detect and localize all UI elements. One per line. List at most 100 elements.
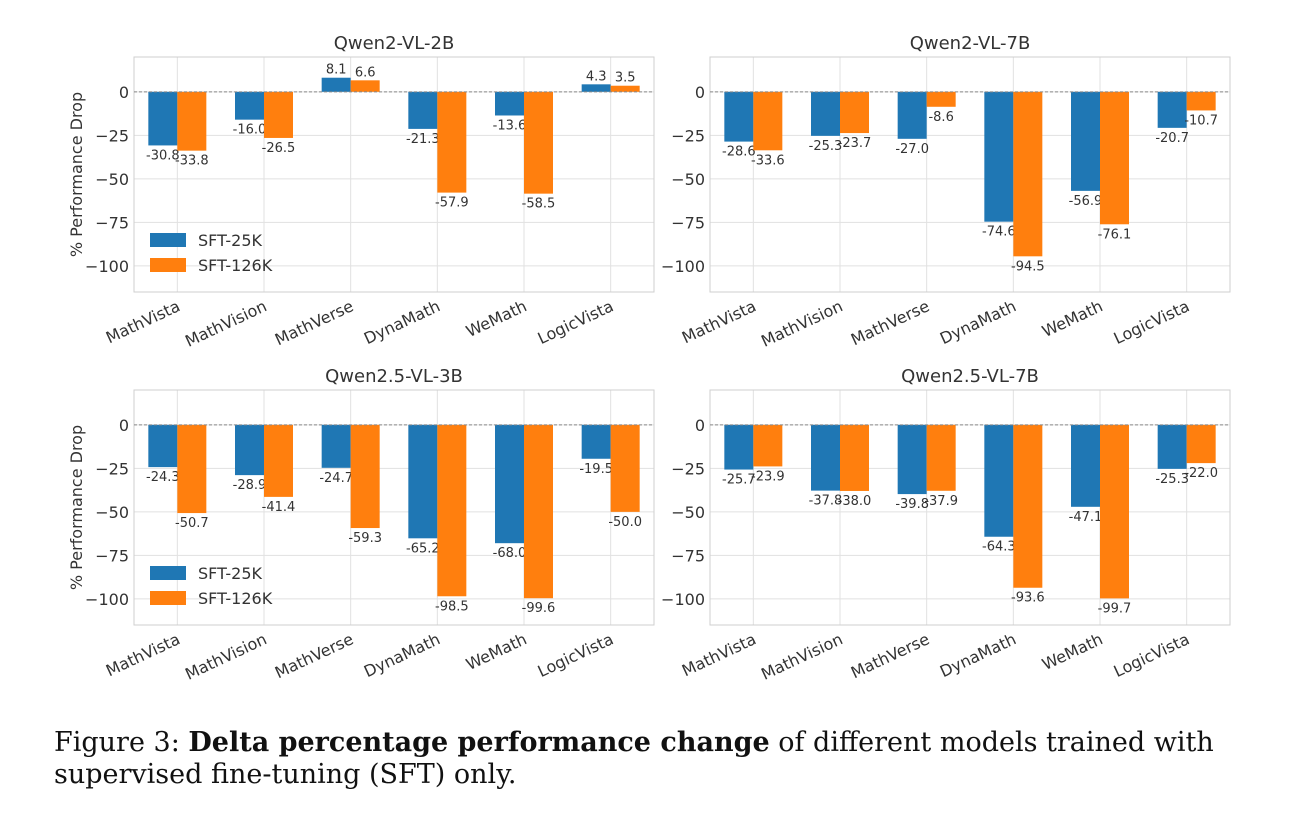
data-label: -37.8 [809,494,843,509]
y-tick-label: −100 [85,257,129,276]
plot-frame [709,389,1231,626]
data-label: -76.1 [1098,227,1132,242]
data-label: -16.0 [233,123,267,138]
bar-sft-126k [926,424,956,491]
bar-sft-25k [321,424,351,468]
x-tick-label: MathVerse [272,296,356,349]
bar-sft-126k [350,80,380,92]
y-tick-label: 0 [695,83,705,102]
legend-swatch [150,233,186,247]
figure-charts: 0 −25 −50 −75 −100 -30.8 -16.0 8.1 -21.3 -13.6 4.3… [67,33,1231,684]
data-label: -68.0 [493,546,527,561]
x-tick-label: MathVerse [848,296,932,349]
y-tick-label: 0 [695,416,705,435]
data-label: -25.3 [809,139,843,154]
data-label: -65.2 [406,541,440,556]
data-label: 6.6 [355,65,376,80]
bar-sft-126k [840,91,869,134]
bar-sft-126k [524,91,553,194]
x-tick-label: LogicVista [535,629,617,681]
x-tick-label: MathVista [103,296,183,347]
chart-panel-4: 0 −25 −50 −75 −100 -25.7 -37.8 -39.8 -64.3 -47.1 -… [661,366,1231,684]
data-label: -25.7 [722,473,756,488]
chart-title: Qwen2-VL-7B [910,33,1031,54]
bar-sft-126k [1186,424,1216,464]
chart-panel-1: 0 −25 −50 −75 −100 -30.8 -16.0 8.1 -21.3 -13.6 4.3… [67,33,655,351]
x-tick-label: LogicVista [1111,296,1193,348]
data-label: -94.5 [1011,259,1045,274]
legend-label: SFT-126K [198,256,273,275]
x-tick-label: DynaMath [937,629,1019,681]
bar-sft-25k [1157,91,1187,128]
bar-sft-25k [148,424,178,468]
data-label: -13.6 [493,118,527,133]
bar-sft-126k [177,91,207,151]
x-tick-label: LogicVista [535,296,617,348]
bar-sft-126k [926,91,956,107]
data-label: -28.9 [233,478,267,493]
chart-title: Qwen2.5-VL-7B [901,366,1039,387]
bar-sft-126k [350,424,380,529]
x-tick-label: MathVision [758,296,846,350]
bar-sft-126k [610,424,640,512]
plot-frame [133,389,655,626]
data-label: -99.6 [522,601,556,616]
data-label: 8.1 [326,63,347,78]
data-label: -39.8 [895,497,929,512]
data-label: -41.4 [262,500,296,515]
data-label: 4.3 [586,69,607,84]
legend-label: SFT-25K [198,231,263,250]
bar-sft-25k [148,91,178,146]
data-label: -21.3 [406,132,440,147]
bar-sft-25k [581,84,611,92]
bar-sft-25k [235,91,264,120]
data-label: -93.6 [1011,591,1045,606]
chart-title: Qwen2-VL-2B [334,33,455,54]
data-label: -50.0 [608,515,642,530]
legend-label: SFT-126K [198,589,273,608]
y-tick-label: −75 [671,546,705,565]
x-tick-label: MathVision [758,629,846,683]
bar-sft-25k [235,424,264,476]
bar-sft-25k [811,91,840,136]
bar-sft-25k [1071,91,1100,191]
bar-sft-25k [897,91,927,139]
bar-sft-126k [177,424,207,514]
data-label: -33.6 [751,153,785,168]
y-tick-label: −50 [95,170,129,189]
bar-sft-126k [264,424,293,497]
y-tick-label: 0 [119,83,129,102]
data-label: -23.9 [751,469,785,484]
x-tick-label: MathVerse [848,629,932,682]
bar-sft-126k [753,424,783,467]
x-tick-label: WeMath [463,629,530,674]
y-axis-label: % Performance Drop [67,92,86,257]
bar-sft-126k [1013,91,1043,257]
legend-label: SFT-25K [198,564,263,583]
x-tick-label: DynaMath [937,296,1019,348]
bar-sft-126k [753,91,783,151]
data-label: -24.7 [319,471,353,486]
bar-sft-25k [1157,424,1187,469]
data-label: -30.8 [146,148,180,163]
y-axis-label: % Performance Drop [67,425,86,590]
bar-sft-25k [495,424,524,544]
x-tick-label: WeMath [463,296,530,341]
bar-sft-25k [581,424,611,459]
bar-sft-126k [437,424,467,597]
data-label: -23.7 [838,136,872,151]
data-label: -56.9 [1069,194,1103,209]
y-tick-label: −25 [95,126,129,145]
bar-sft-25k [984,424,1014,537]
bar-sft-25k [408,424,438,539]
data-label: -74.6 [982,225,1016,240]
legend: SFT-25K SFT-126K [150,231,273,275]
y-tick-label: −75 [95,213,129,232]
data-label: -58.5 [522,197,556,212]
bar-sft-126k [1186,91,1216,111]
data-label: -20.7 [1155,131,1189,146]
chart-panel-2: 0 −25 −50 −75 −100 -28.6 -25.3 -27.0 -74.6 -56.9 -… [661,33,1231,351]
x-tick-label: MathVista [103,629,183,680]
bar-sft-126k [1013,424,1043,588]
x-tick-label: WeMath [1039,296,1106,341]
